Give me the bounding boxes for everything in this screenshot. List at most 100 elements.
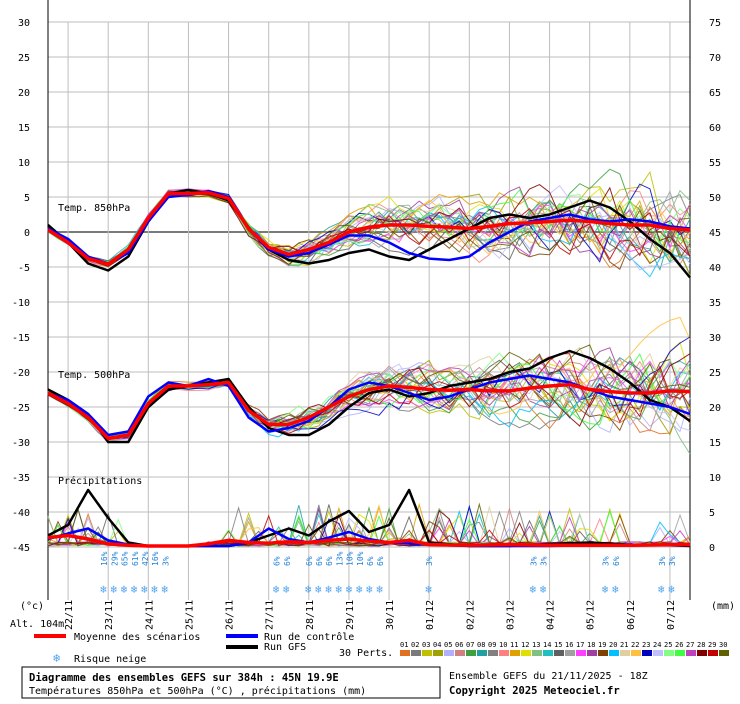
snowflake-icon: ❄ — [530, 583, 537, 596]
snowflake-icon: ❄ — [141, 583, 148, 596]
pert-color-swatch — [587, 650, 597, 656]
pert-color-swatch — [719, 650, 729, 656]
pert-color-swatch — [686, 650, 696, 656]
snowflake-icon: ❄ — [100, 583, 107, 596]
snow-risk-percent: 3% — [161, 556, 170, 566]
pert-color-swatch — [532, 650, 542, 656]
snowflake-icon: ❄ — [325, 583, 332, 596]
snow-risk-percent: 29% — [110, 551, 119, 566]
left-tick-label: -15 — [12, 333, 30, 344]
pert-number: 05 — [444, 641, 452, 649]
perturbation-line — [47, 353, 691, 437]
right-tick-label: 75 — [709, 18, 721, 29]
date-tick-label: 06/12 — [626, 600, 637, 630]
series-line-temp850 — [47, 190, 691, 265]
altitude-label: Alt. 104m — [10, 619, 64, 630]
date-tick-label: 02/12 — [465, 600, 476, 630]
pert-color-swatch — [675, 650, 685, 656]
date-tick-label: 29/11 — [345, 600, 356, 630]
pert-number: 30 — [719, 641, 727, 649]
pert-color-swatch — [697, 650, 707, 656]
left-tick-label: 0 — [24, 228, 30, 239]
snow-risk-percent: 6% — [376, 556, 385, 566]
left-tick-label: -25 — [12, 403, 30, 414]
panel-label-850: Temp. 850hPa — [58, 203, 130, 214]
snow-risk-percent: 3% — [668, 556, 677, 566]
panel-label-precip: Précipitations — [58, 475, 142, 487]
left-tick-label: 30 — [18, 18, 30, 29]
snow-risk-percent: 3% — [540, 556, 549, 566]
right-tick-label: 40 — [709, 263, 721, 274]
pert-color-swatch — [565, 650, 575, 656]
snowflake-icon: ❄ — [315, 583, 322, 596]
legend-snow-label: Risque neige — [74, 654, 146, 665]
pert-color-swatch — [642, 650, 652, 656]
pert-number: 27 — [686, 641, 694, 649]
date-tick-label: 07/12 — [666, 600, 677, 630]
snowflake-icon: ❄ — [273, 583, 280, 596]
snowflake-icon: ❄ — [53, 651, 60, 665]
snowflake-icon: ❄ — [366, 583, 373, 596]
snowflake-icon: ❄ — [151, 583, 158, 596]
snow-risk-percent: 42% — [141, 551, 150, 566]
snow-risk-percent: 6% — [283, 556, 292, 566]
left-tick-label: -40 — [12, 508, 30, 519]
snow-risk-percent: 16% — [151, 551, 160, 566]
right-tick-label: 45 — [709, 228, 721, 239]
snow-risk-percent: 6% — [315, 556, 324, 566]
right-tick-label: 30 — [709, 333, 721, 344]
pert-number: 25 — [664, 641, 672, 649]
pert-number: 10 — [499, 641, 507, 649]
snow-risk-percent: 16% — [100, 551, 109, 566]
pert-color-swatch — [653, 650, 663, 656]
legend-perts-label: 30 Perts. — [339, 648, 393, 659]
snow-risk-percent: 61% — [131, 551, 140, 566]
right-tick-label: 70 — [709, 53, 721, 64]
snowflake-icon: ❄ — [668, 583, 675, 596]
snowflake-icon: ❄ — [658, 583, 665, 596]
pert-color-swatch — [411, 650, 421, 656]
left-tick-label: -35 — [12, 473, 30, 484]
pert-number: 23 — [642, 641, 650, 649]
snow-risk-percent: 10% — [356, 551, 365, 566]
snow-risk-percent: 13% — [335, 551, 344, 566]
snowflake-icon: ❄ — [121, 583, 128, 596]
pert-color-swatch — [554, 650, 564, 656]
date-tick-label: 05/12 — [586, 600, 597, 630]
pert-number: 12 — [521, 641, 529, 649]
footer-title: Diagramme des ensembles GEFS sur 384h : … — [29, 672, 339, 684]
date-tick-label: 03/12 — [505, 600, 516, 630]
pert-number: 21 — [620, 641, 628, 649]
snowflake-icon: ❄ — [335, 583, 342, 596]
snowflake-icon: ❄ — [305, 583, 312, 596]
pert-number: 03 — [422, 641, 430, 649]
pert-color-swatch — [477, 650, 487, 656]
date-tick-label: 25/11 — [184, 600, 195, 630]
pert-color-swatch — [422, 650, 432, 656]
left-tick-label: -45 — [12, 543, 30, 554]
series-line-temp500 — [47, 349, 691, 444]
left-tick-label: -20 — [12, 368, 30, 379]
series-line-temp500 — [47, 380, 691, 441]
snowflake-icon: ❄ — [602, 583, 609, 596]
pert-color-swatch — [400, 650, 410, 656]
pert-number: 28 — [697, 641, 705, 649]
left-tick-label: 5 — [24, 193, 30, 204]
right-tick-label: 15 — [709, 438, 721, 449]
snow-risk-percent: 3% — [530, 556, 539, 566]
snow-risk-percent: 3% — [425, 556, 434, 566]
right-tick-label: 0 — [709, 543, 715, 554]
pert-number: 19 — [598, 641, 606, 649]
right-tick-label: 55 — [709, 158, 721, 169]
left-tick-label: 25 — [18, 53, 30, 64]
left-tick-label: -5 — [18, 263, 30, 274]
pert-number: 04 — [433, 641, 441, 649]
snowflake-icon: ❄ — [612, 583, 619, 596]
date-tick-label: 04/12 — [546, 600, 557, 630]
pert-color-swatch — [444, 650, 454, 656]
pert-number: 13 — [532, 641, 540, 649]
date-tick-label: 24/11 — [144, 600, 155, 630]
right-tick-label: 10 — [709, 473, 721, 484]
date-tick-label: 27/11 — [265, 600, 276, 630]
footer-ensemble: Ensemble GEFS du 21/11/2025 - 18Z — [449, 671, 648, 682]
